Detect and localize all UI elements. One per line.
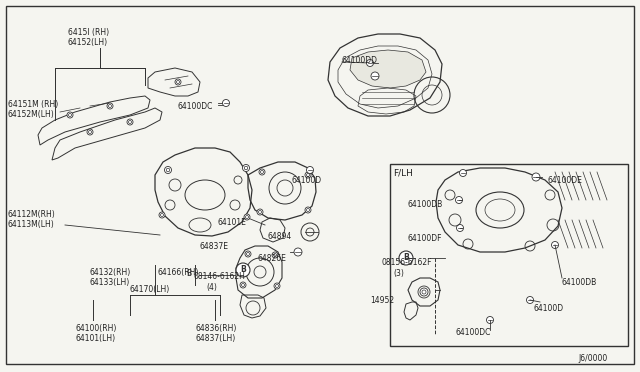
Text: 64836(RH): 64836(RH) <box>195 324 236 333</box>
Circle shape <box>159 212 165 218</box>
Circle shape <box>223 99 230 106</box>
Text: 08156-6162F: 08156-6162F <box>381 258 431 267</box>
Circle shape <box>527 296 534 304</box>
Text: 64152M(LH): 64152M(LH) <box>8 110 55 119</box>
Circle shape <box>257 209 263 215</box>
Circle shape <box>259 169 265 175</box>
Text: 64112M(RH): 64112M(RH) <box>8 210 56 219</box>
Text: 64133(LH): 64133(LH) <box>90 278 131 287</box>
Bar <box>390 164 628 346</box>
Text: 64151M (RH): 64151M (RH) <box>8 100 58 109</box>
Circle shape <box>307 167 314 173</box>
Text: (3): (3) <box>393 269 404 278</box>
Circle shape <box>274 283 280 289</box>
Circle shape <box>456 196 463 203</box>
Text: 64100DD: 64100DD <box>342 56 378 65</box>
Circle shape <box>243 164 250 171</box>
Text: 64113M(LH): 64113M(LH) <box>8 220 55 229</box>
Text: 64100DF: 64100DF <box>408 234 442 243</box>
Circle shape <box>294 248 302 256</box>
Circle shape <box>460 170 467 176</box>
Circle shape <box>305 207 311 213</box>
Text: 64132(RH): 64132(RH) <box>90 268 131 277</box>
Circle shape <box>245 251 251 257</box>
Text: 64152(LH): 64152(LH) <box>68 38 108 47</box>
Text: 08146-6162H: 08146-6162H <box>194 272 246 281</box>
Text: 64101E: 64101E <box>218 218 247 227</box>
Text: 64166(RH): 64166(RH) <box>158 268 200 277</box>
Circle shape <box>486 317 493 324</box>
Circle shape <box>175 79 181 85</box>
Circle shape <box>305 172 311 178</box>
Text: B: B <box>403 253 409 263</box>
Text: 14952: 14952 <box>370 296 394 305</box>
Text: 64100D: 64100D <box>292 176 322 185</box>
Text: 64837(LH): 64837(LH) <box>195 334 236 343</box>
Circle shape <box>420 288 428 296</box>
Text: 64826E: 64826E <box>258 254 287 263</box>
Circle shape <box>367 60 374 67</box>
Text: J6/0000: J6/0000 <box>578 354 607 363</box>
Text: 6415l (RH): 6415l (RH) <box>68 28 109 37</box>
Circle shape <box>456 224 463 231</box>
Circle shape <box>67 112 73 118</box>
Polygon shape <box>350 50 426 88</box>
Circle shape <box>399 251 413 265</box>
Text: 64100DB: 64100DB <box>408 200 444 209</box>
Text: 64100D: 64100D <box>534 304 564 313</box>
Text: F/LH: F/LH <box>393 168 413 177</box>
Circle shape <box>240 282 246 288</box>
Circle shape <box>87 129 93 135</box>
Text: B: B <box>186 269 191 278</box>
Circle shape <box>107 103 113 109</box>
Text: B: B <box>240 266 246 275</box>
Text: 64100DC: 64100DC <box>178 102 213 111</box>
Text: 64837E: 64837E <box>200 242 229 251</box>
Text: 64101(LH): 64101(LH) <box>75 334 115 343</box>
Circle shape <box>236 263 250 277</box>
Text: 64894: 64894 <box>268 232 292 241</box>
Circle shape <box>127 119 133 125</box>
Circle shape <box>532 173 540 181</box>
Text: 64100DE: 64100DE <box>548 176 583 185</box>
Text: 64100DB: 64100DB <box>561 278 596 287</box>
Text: (4): (4) <box>206 283 217 292</box>
Circle shape <box>272 252 278 258</box>
Circle shape <box>552 241 559 248</box>
Text: 64100DC: 64100DC <box>455 328 490 337</box>
Circle shape <box>164 167 172 173</box>
Text: 64170(LH): 64170(LH) <box>130 285 170 294</box>
Circle shape <box>371 72 379 80</box>
Circle shape <box>244 214 250 220</box>
Text: 64100(RH): 64100(RH) <box>75 324 116 333</box>
